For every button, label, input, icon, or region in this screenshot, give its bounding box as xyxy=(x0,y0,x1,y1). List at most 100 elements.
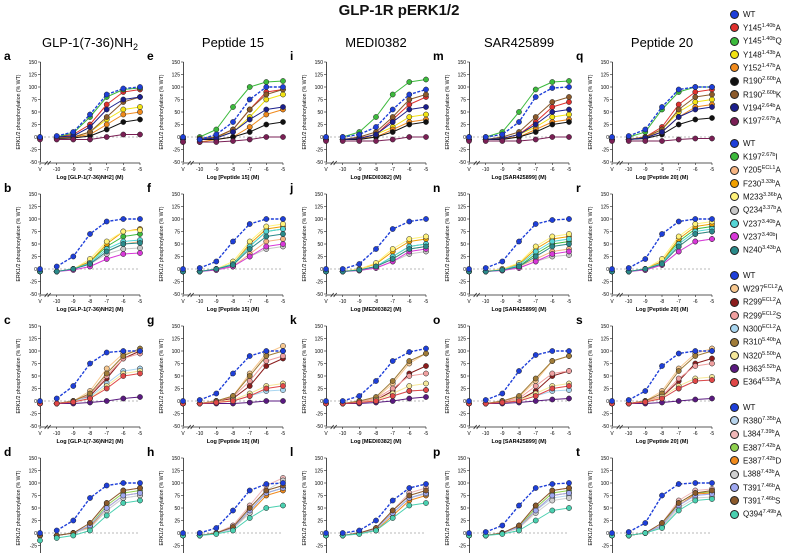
data-point xyxy=(549,217,556,223)
data-point xyxy=(549,238,556,245)
axis-break xyxy=(187,424,191,430)
panel-k: k 150 125 100 75 50 25 0 -25 -50 ERK1/2 phosphoryl… xyxy=(290,313,429,445)
y-tick-label: 75 xyxy=(31,97,37,103)
data-point xyxy=(566,395,572,402)
data-point xyxy=(263,385,270,392)
legend-marker-icon xyxy=(730,165,739,175)
y-tick-label: 125 xyxy=(172,204,181,210)
series-line-v194a xyxy=(56,96,141,138)
data-point xyxy=(246,515,253,521)
legend-marker-icon xyxy=(730,284,739,294)
y-tick-label: -25 xyxy=(602,279,609,285)
legend-item: Y205ECL1A xyxy=(730,164,798,177)
x-tick-label: -9 xyxy=(643,167,648,173)
y-tick-label: 75 xyxy=(317,229,323,235)
series-line-wt xyxy=(628,86,712,137)
data-point xyxy=(280,502,286,509)
x-tick-label: -9 xyxy=(643,431,648,437)
panel-letter: p xyxy=(433,445,440,459)
y-tick-label: 50 xyxy=(603,242,609,248)
data-point xyxy=(423,134,429,140)
y-axis-label: ERK1/2 phosphorylation (% WT) xyxy=(588,74,594,149)
data-point xyxy=(196,530,203,536)
x-tick-label: -6 xyxy=(264,299,269,305)
data-point xyxy=(406,492,413,499)
x-tick-label: -5 xyxy=(424,299,429,305)
panel-letter: i xyxy=(290,49,293,63)
legend-marker-icon xyxy=(730,36,739,46)
data-point xyxy=(246,106,253,113)
y-tick-label: 50 xyxy=(317,506,323,512)
data-point xyxy=(549,99,556,105)
data-point xyxy=(549,85,556,91)
data-point xyxy=(675,106,682,113)
data-point xyxy=(466,266,472,272)
x-tick-label: -5 xyxy=(281,167,286,173)
data-point xyxy=(406,218,413,225)
data-point xyxy=(103,106,110,113)
y-tick-label: 50 xyxy=(317,110,323,116)
data-point xyxy=(339,134,346,140)
series-line-y205a xyxy=(342,246,427,272)
data-point xyxy=(692,490,699,496)
data-point xyxy=(137,131,143,138)
legend-label: Y1451.40bA xyxy=(743,23,781,33)
data-point xyxy=(280,134,286,140)
data-point xyxy=(482,134,489,140)
data-point xyxy=(263,106,270,113)
data-point xyxy=(532,383,539,389)
data-point xyxy=(675,243,682,250)
data-point xyxy=(516,238,522,245)
data-point xyxy=(466,398,472,404)
y-tick-label: 125 xyxy=(458,204,467,210)
data-point xyxy=(339,398,346,404)
data-point xyxy=(103,385,110,392)
data-point xyxy=(230,370,236,377)
panel-e: e 150 125 100 75 50 25 0 -25 -50 ERK1/2 phosphoryl… xyxy=(147,49,286,181)
data-point xyxy=(246,221,253,227)
series-line-wt xyxy=(56,350,140,400)
data-point xyxy=(87,360,93,367)
series-line-f230a xyxy=(342,238,427,272)
data-point xyxy=(137,227,143,233)
data-point xyxy=(246,399,253,406)
y-tick-label: 150 xyxy=(29,324,38,330)
legend-item: WT xyxy=(730,269,798,282)
x-tick-label: V xyxy=(467,299,471,305)
data-point xyxy=(642,388,649,394)
data-point xyxy=(423,370,429,377)
data-point xyxy=(103,126,110,133)
series-line-m233a xyxy=(628,221,713,272)
x-tick-label: -8 xyxy=(231,299,236,305)
series-line-y148a xyxy=(485,114,570,140)
y-tick-label: 50 xyxy=(31,110,37,116)
data-point xyxy=(120,233,127,240)
data-point xyxy=(516,138,522,144)
series-line-y148a xyxy=(199,94,284,140)
y-tick-label: 100 xyxy=(601,217,610,223)
column-title: GLP-1(7-36)NH2 xyxy=(42,35,138,52)
y-tick-label: 150 xyxy=(315,60,324,66)
data-point xyxy=(549,358,556,364)
y-tick-label: 100 xyxy=(172,85,181,91)
data-point xyxy=(675,86,682,93)
panel-letter: c xyxy=(4,313,11,327)
data-point xyxy=(516,263,522,270)
data-point xyxy=(103,134,110,140)
x-tick-label: -10 xyxy=(53,167,60,173)
x-tick-label: -10 xyxy=(53,299,60,305)
data-point xyxy=(120,131,127,138)
data-point xyxy=(709,348,715,354)
legend-marker-icon xyxy=(730,218,739,228)
data-point xyxy=(406,121,413,128)
panel-q: q 150 125 100 75 50 25 0 -25 -50 ERK1/2 phosphoryl… xyxy=(576,49,715,181)
y-tick-label: -25 xyxy=(30,543,37,549)
data-point xyxy=(406,485,413,491)
y-tick-label: 0 xyxy=(320,135,323,141)
data-point xyxy=(373,263,379,270)
x-tick-label: -8 xyxy=(517,167,522,173)
data-point xyxy=(609,134,615,140)
legend-label: V1942.64bA xyxy=(743,102,781,113)
series-line-e387d xyxy=(56,492,141,536)
y-axis-label: ERK1/2 phosphorylation (% WT) xyxy=(588,206,594,281)
